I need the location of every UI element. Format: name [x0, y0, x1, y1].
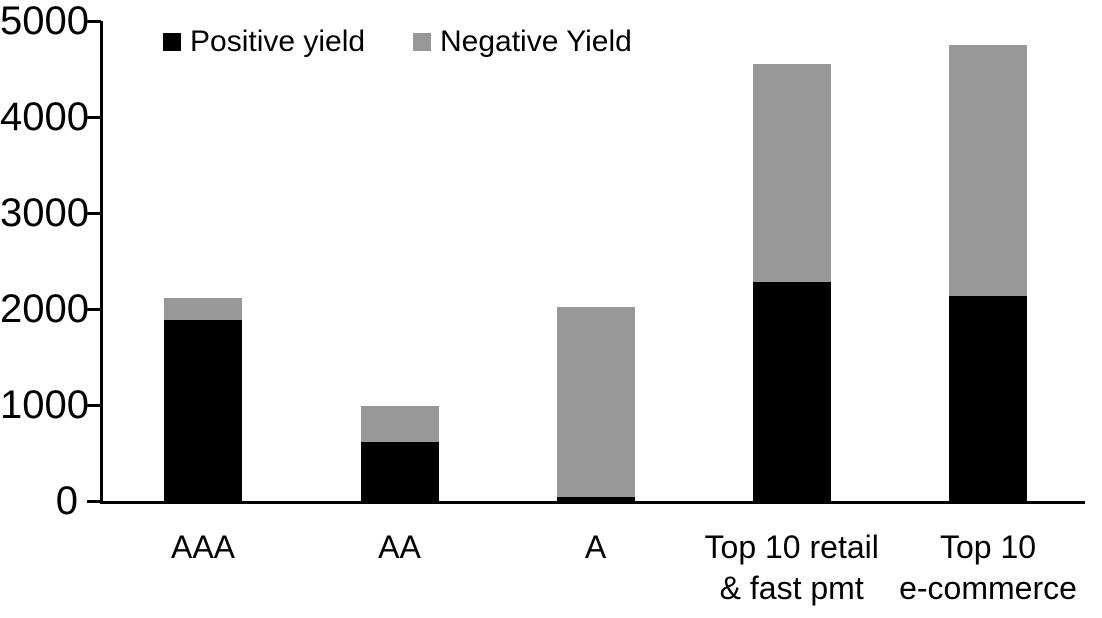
- legend-swatch-negative-icon: [413, 33, 431, 51]
- bar-segment-positive-2: [360, 442, 439, 501]
- x-axis-label-line: A: [584, 529, 607, 565]
- y-tick-label: 1000: [0, 383, 89, 427]
- y-tick-mark: [87, 116, 101, 119]
- y-axis-line: [100, 21, 103, 504]
- bar-segment-positive-1: [164, 319, 242, 501]
- y-tick-label: 5000: [0, 0, 89, 43]
- legend-label-negative: Negative Yield: [440, 25, 632, 58]
- y-tick-label: 0: [55, 479, 78, 523]
- legend-item-negative-yield: Negative Yield: [413, 25, 632, 59]
- bar-segment-positive-4: [752, 282, 831, 501]
- bar-segment-positive-5: [949, 295, 1027, 501]
- bar-segment-positive-3: [556, 497, 635, 501]
- bar-segment-negative-3: [556, 307, 635, 498]
- y-tick-mark: [87, 404, 101, 407]
- bar-segment-negative-1: [164, 298, 242, 320]
- y-tick-label: 4000: [0, 95, 89, 139]
- y-tick-mark: [87, 308, 101, 311]
- x-axis-label-3: A: [476, 527, 716, 568]
- x-axis-label-line: AAA: [170, 529, 236, 565]
- legend-item-positive-yield: Positive yield: [163, 25, 365, 59]
- x-axis-label-line: e-commerce: [899, 570, 1077, 606]
- y-tick-mark: [87, 500, 101, 503]
- y-tick-label: 2000: [0, 287, 89, 331]
- bar-segment-negative-5: [949, 45, 1027, 296]
- x-axis-label-2: AA: [280, 527, 520, 568]
- x-axis-label-1: AAA: [83, 527, 323, 568]
- bar-segment-negative-2: [360, 406, 439, 443]
- legend-swatch-positive-icon: [163, 33, 181, 51]
- x-axis-label-line: & fast pmt: [719, 570, 864, 606]
- x-axis-label-4: Top 10 retail & fast pmt: [672, 527, 912, 609]
- y-tick-mark: [87, 20, 101, 23]
- y-tick-mark: [87, 212, 101, 215]
- x-axis-label-line: AA: [378, 529, 421, 565]
- y-tick-label: 3000: [0, 191, 89, 235]
- bar-segment-negative-4: [752, 64, 831, 283]
- x-axis-line: [100, 501, 1085, 504]
- x-axis-label-5: Top 10 e-commerce: [868, 527, 1102, 609]
- legend-label-positive: Positive yield: [190, 25, 366, 58]
- x-axis-label-line: Top 10 retail: [704, 529, 879, 565]
- x-axis-label-line: Top 10: [939, 529, 1037, 565]
